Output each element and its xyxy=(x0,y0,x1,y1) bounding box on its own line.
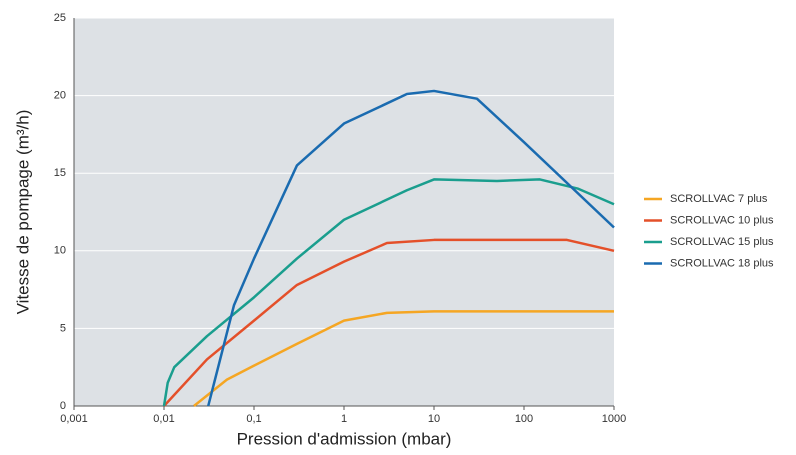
y-axis-title: Vitesse de pompage (m³/h) xyxy=(13,110,32,315)
y-tick-label: 10 xyxy=(54,245,66,257)
y-tick-label: 25 xyxy=(54,12,66,24)
y-tick-label: 0 xyxy=(60,400,66,412)
legend-label: SCROLLVAC 15 plus xyxy=(670,236,774,248)
x-tick-label: 0,001 xyxy=(60,413,88,425)
x-axis-title: Pression d'admission (mbar) xyxy=(237,429,452,448)
series-line xyxy=(207,89,615,407)
legend-label: SCROLLVAC 18 plus xyxy=(670,257,774,269)
series-line xyxy=(193,310,614,407)
x-tick-label: 1 xyxy=(341,413,347,425)
plot-area xyxy=(74,18,614,406)
x-tick-label: 0,1 xyxy=(246,413,261,425)
x-tick-label: 10 xyxy=(428,413,440,425)
series-line xyxy=(162,178,615,407)
x-tick-label: 1000 xyxy=(602,413,626,425)
x-tick-label: 100 xyxy=(515,413,533,425)
y-tick-label: 15 xyxy=(54,167,66,179)
y-tick-label: 5 xyxy=(60,322,66,334)
legend-label: SCROLLVAC 10 plus xyxy=(670,214,774,226)
x-tick-label: 0,01 xyxy=(153,413,174,425)
series-line xyxy=(163,238,615,407)
y-tick-label: 20 xyxy=(54,90,66,102)
legend-label: SCROLLVAC 7 plus xyxy=(670,193,768,205)
